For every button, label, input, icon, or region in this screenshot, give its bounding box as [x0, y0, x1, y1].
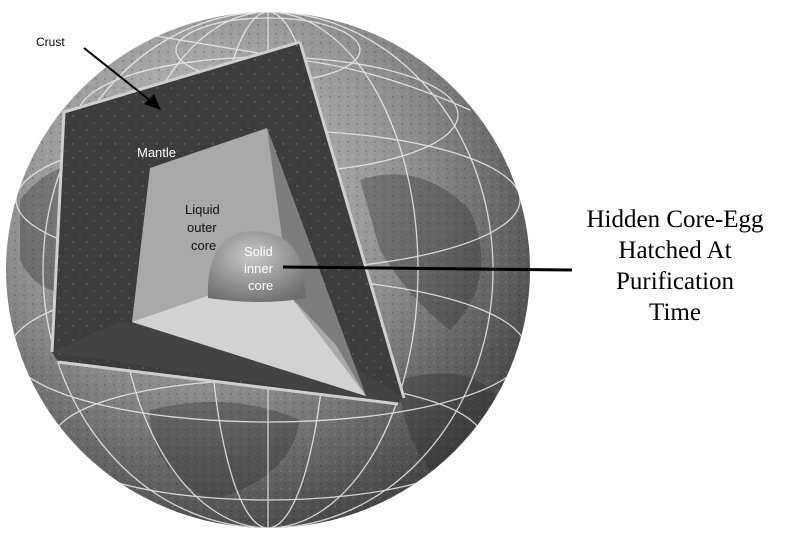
- inner-core-label: Solid inner core: [244, 244, 274, 293]
- caption-line-1: Hidden Core-Egg: [586, 206, 764, 233]
- inner-core-label-line-3: core: [248, 278, 273, 293]
- caption-pointer-line: [282, 265, 573, 272]
- caption-line-2: Hatched At: [618, 237, 732, 264]
- mantle-label: Mantle: [137, 145, 176, 160]
- caption-line-3: Purification: [615, 268, 735, 295]
- crust-label: Crust: [36, 35, 65, 49]
- outer-core-label-line-3: core: [191, 238, 216, 253]
- outer-core-label-line-1: Liquid: [185, 202, 220, 217]
- caption: Hidden Core-Egg Hatched At Purification …: [560, 204, 788, 328]
- crust-rim: [50, 40, 406, 406]
- inner-core-label-line-1: Solid: [244, 244, 273, 259]
- outer-core-label: Liquid outer core: [185, 202, 220, 253]
- inner-core-label-line-2: inner: [244, 261, 274, 276]
- crust-annotation: [83, 47, 161, 110]
- outer-core-label-line-2: outer: [187, 220, 217, 235]
- inner-core-layer: [207, 231, 306, 302]
- caption-line-4: Time: [649, 299, 701, 326]
